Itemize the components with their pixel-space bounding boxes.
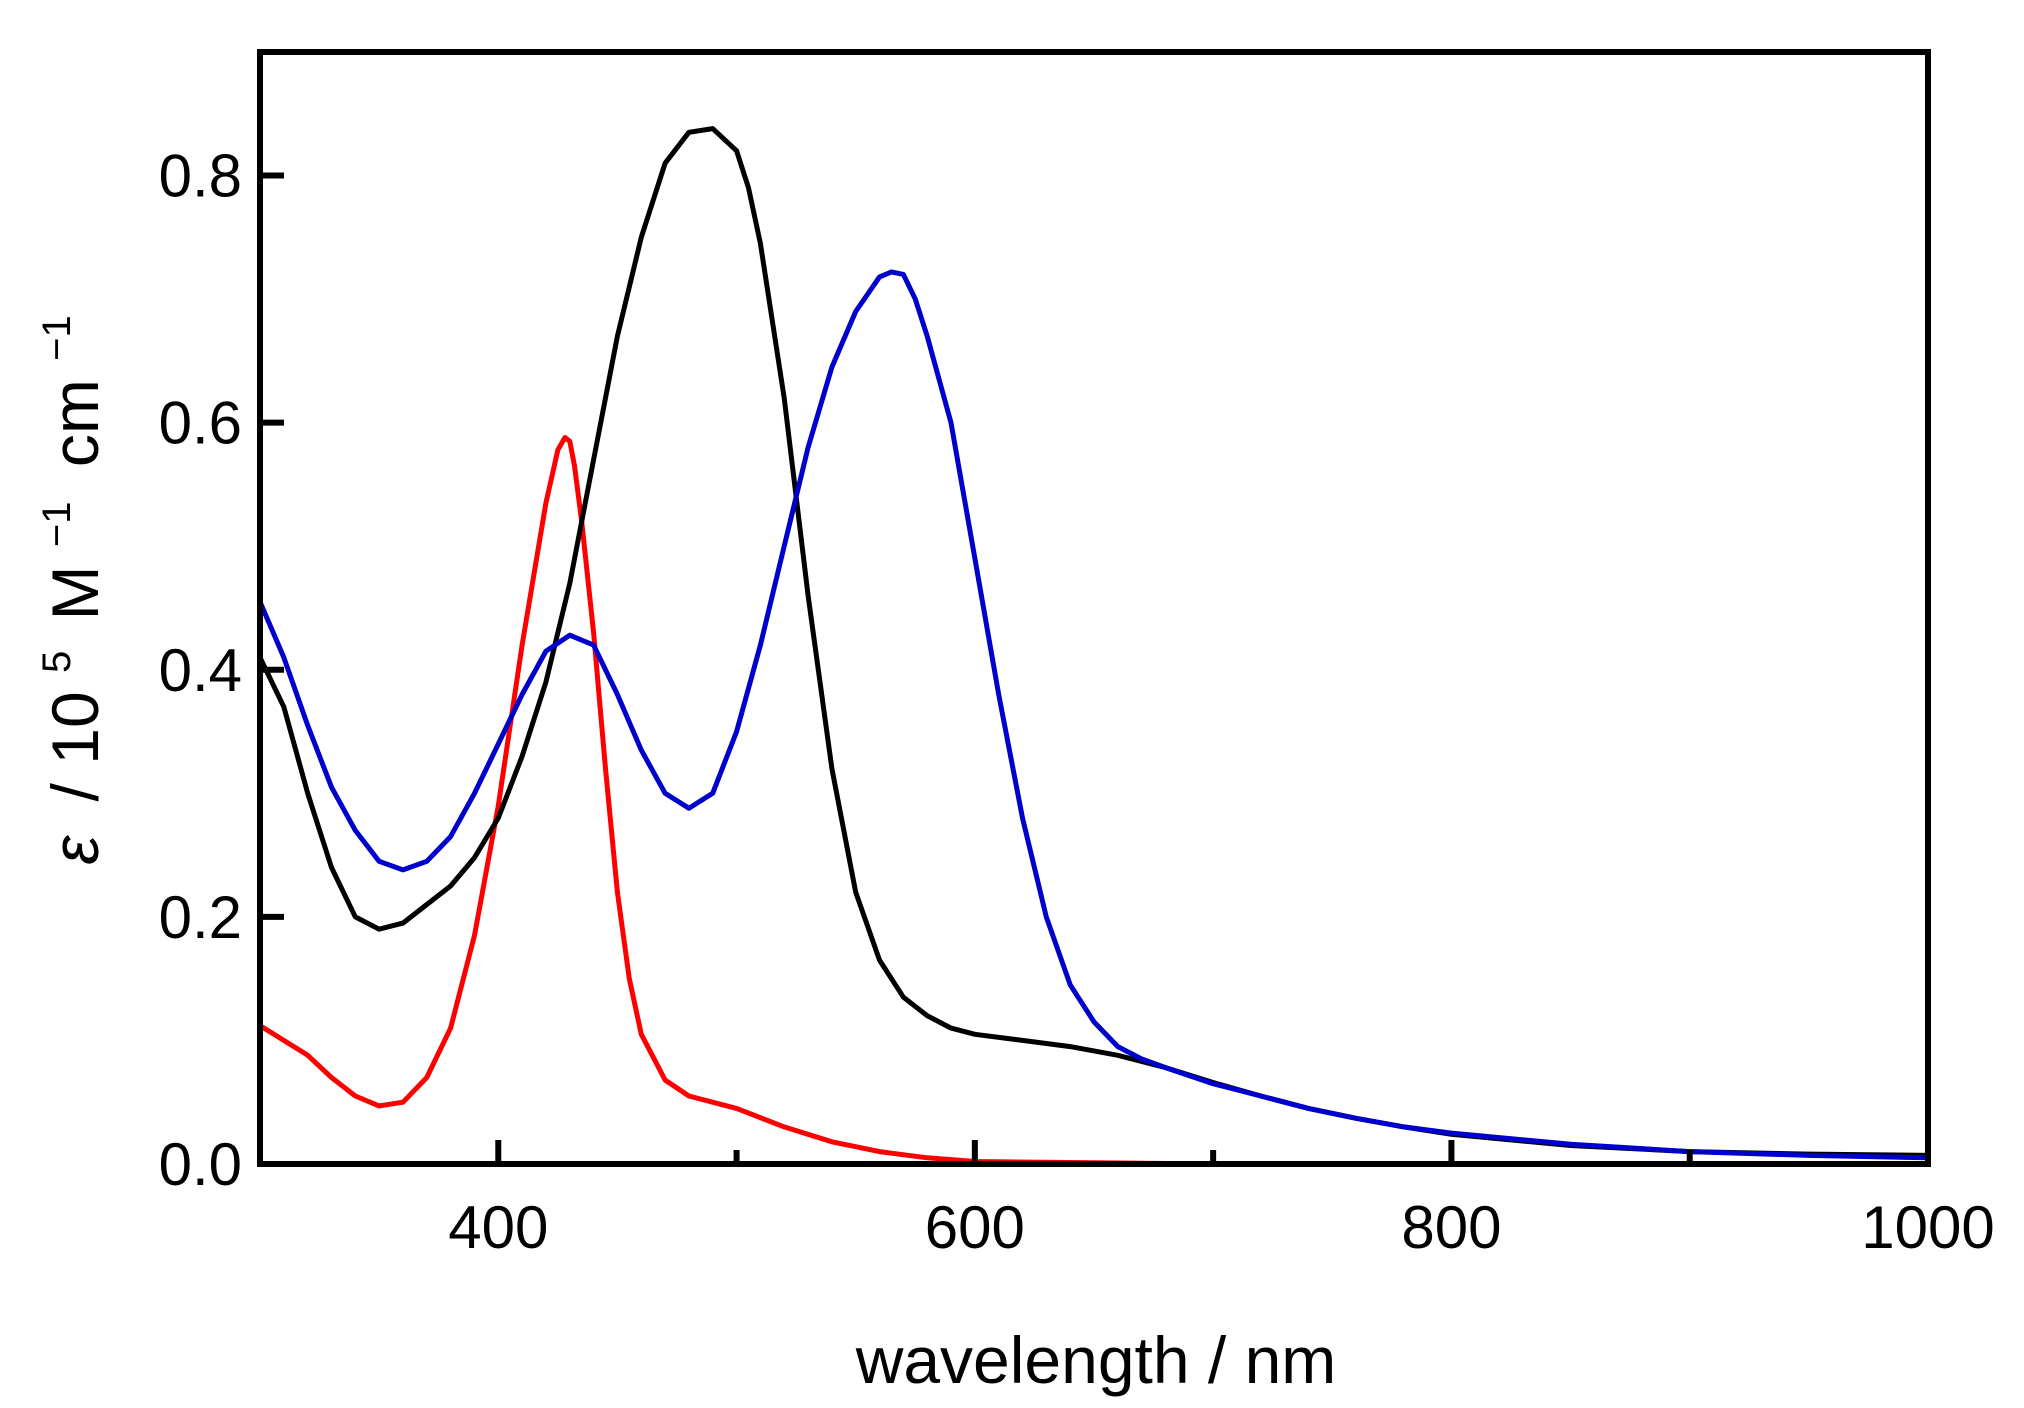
y-tick-label: 0.8 xyxy=(159,143,242,210)
y-axis-title: ε / 10 5 M −1 cm −1 xyxy=(10,315,112,865)
x-axis-title: wavelength / nm xyxy=(855,1323,1337,1397)
y-axis-unit-1: M xyxy=(38,565,112,620)
y-axis-symbol: ε xyxy=(38,835,112,865)
y-tick-label: 0.4 xyxy=(159,637,242,704)
series-layer xyxy=(257,126,1931,1167)
y-axis-unit-2: cm xyxy=(38,379,112,467)
y-axis-exp-3: −1 xyxy=(35,315,79,361)
y-axis-exp-1: 5 xyxy=(35,651,79,673)
y-axis-prefix: / 10 xyxy=(38,691,112,801)
series-blue-line xyxy=(257,269,1931,1161)
y-axis-exp-2: −1 xyxy=(35,501,79,547)
x-tick-label: 600 xyxy=(925,1194,1025,1261)
plot-frame xyxy=(257,49,1931,1167)
y-tick-label: 0.2 xyxy=(159,884,242,951)
ticks-layer: 400 600 800 1000 0.0 0.2 0.4 0.6 0.8 xyxy=(159,143,1995,1261)
x-tick-label: 1000 xyxy=(1861,1194,1994,1261)
x-tick-label: 400 xyxy=(448,1194,548,1261)
series-red-line xyxy=(257,435,1931,1167)
x-tick-label: 800 xyxy=(1401,1194,1501,1261)
series-black-line xyxy=(257,126,1931,1158)
y-tick-label: 0.0 xyxy=(159,1131,242,1198)
y-tick-label: 0.6 xyxy=(159,390,242,457)
